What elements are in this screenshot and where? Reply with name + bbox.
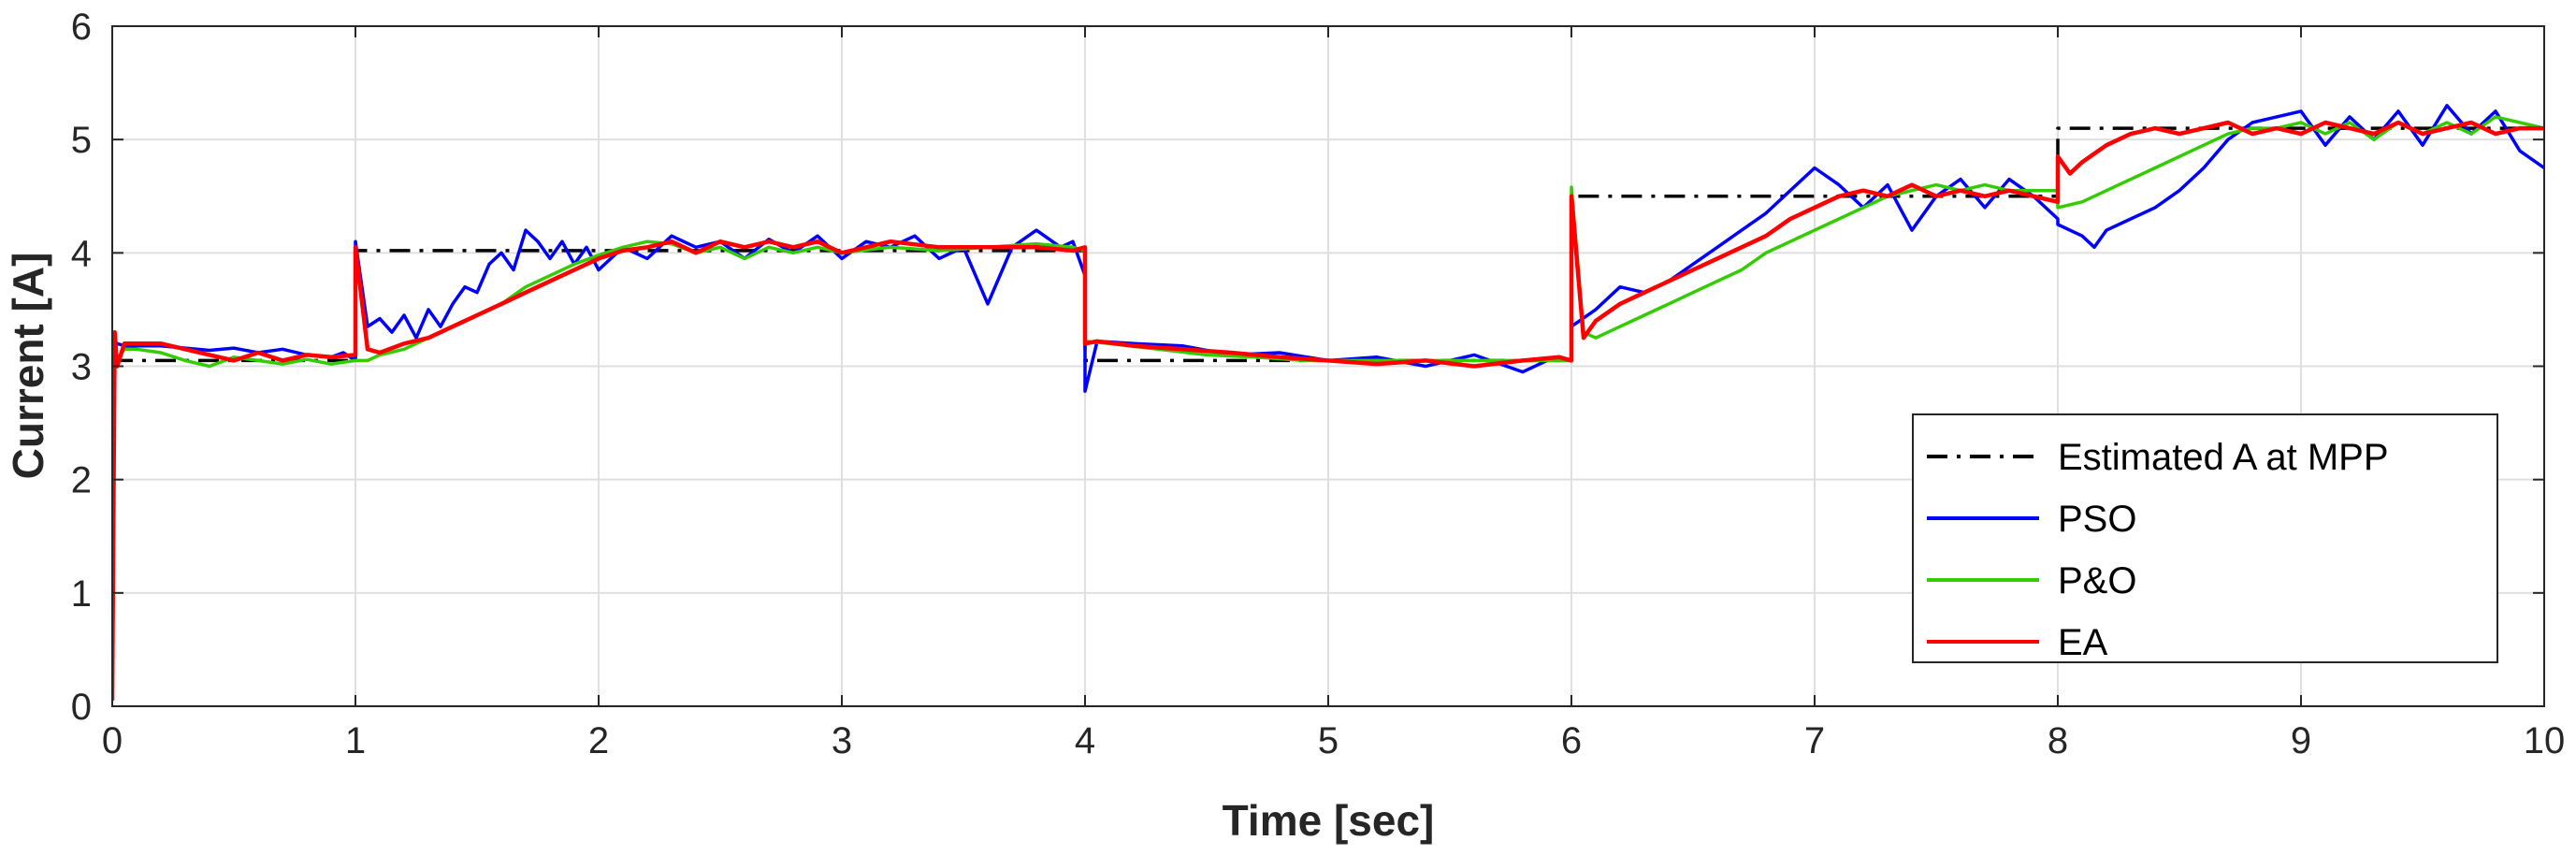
legend-label-estimated-a-at-mpp: Estimated A at MPP: [2058, 437, 2389, 478]
legend-label-ea: EA: [2058, 622, 2108, 663]
y-tick-label: 1: [71, 573, 92, 615]
y-tick-label: 3: [71, 347, 92, 388]
x-tick-label: 6: [1561, 720, 1582, 761]
y-tick-label: 5: [71, 120, 92, 161]
y-tick-label: 6: [71, 7, 92, 48]
ticks: 0 1 2 3 4 5 6 7 8 9 10 0 1 2 3 4 5 6: [71, 7, 2566, 761]
y-tick-label: 2: [71, 460, 92, 501]
x-tick-label: 1: [345, 720, 366, 761]
y-axis-label: Current [A]: [4, 253, 52, 480]
x-axis-label: Time [sec]: [1223, 796, 1435, 845]
x-tick-label: 4: [1075, 720, 1095, 761]
x-tick-label: 5: [1318, 720, 1339, 761]
series-line-ea: [112, 120, 2544, 701]
x-tick-label: 8: [2048, 720, 2068, 761]
y-tick-label: 4: [71, 233, 92, 274]
x-tick-label: 2: [588, 720, 609, 761]
legend-label-pso: PSO: [2058, 499, 2136, 540]
y-tick-label: 0: [71, 687, 92, 728]
series-group: [112, 104, 2544, 701]
x-tick-label: 7: [1804, 720, 1825, 761]
legend-label-p-o: P&O: [2058, 560, 2136, 601]
x-tick-label: 10: [2524, 720, 2566, 761]
x-tick-label: 3: [832, 720, 852, 761]
legend: Estimated A at MPP PSO P&O EA: [1912, 413, 2498, 663]
x-tick-label: 0: [102, 720, 123, 761]
legend-box: [1912, 413, 2498, 663]
x-tick-label: 9: [2291, 720, 2311, 761]
